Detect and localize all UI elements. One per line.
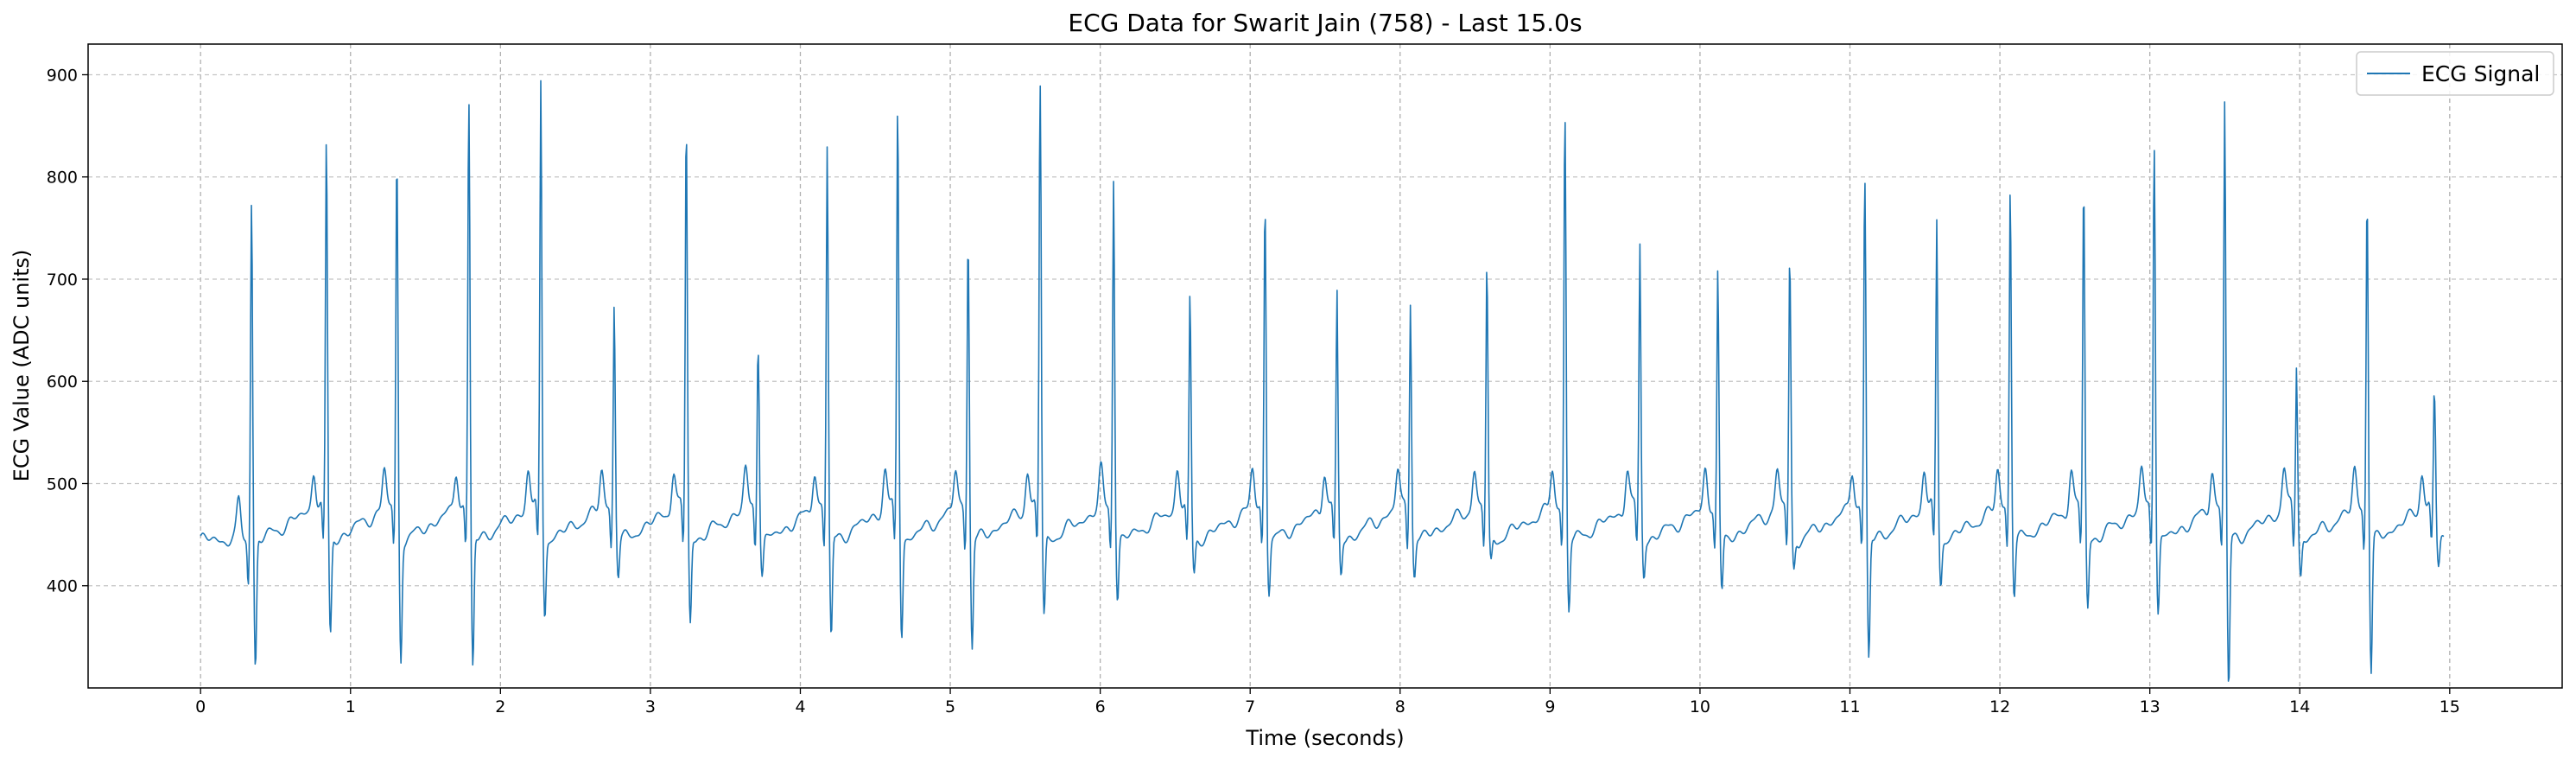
x-tick-label: 12 [1989,697,2010,716]
x-tick-label: 13 [2140,697,2160,716]
y-tick-label: 600 [47,372,78,392]
y-tick-label: 500 [47,474,78,493]
chart-title: ECG Data for Swarit Jain (758) - Last 15… [1068,9,1582,37]
y-tick-label: 900 [47,66,78,85]
x-tick-label: 5 [945,697,955,716]
legend: ECG Signal [2356,51,2554,96]
x-tick-label: 1 [346,697,356,716]
y-tick-label: 400 [47,577,78,596]
x-tick-label: 9 [1545,697,1555,716]
ecg-signal-line [200,80,2445,682]
axes-frame [87,43,2563,689]
x-tick-label: 11 [1839,697,1860,716]
x-tick-label: 14 [2289,697,2310,716]
x-tick-label: 3 [645,697,656,716]
x-tick-label: 8 [1395,697,1405,716]
y-axis-title: ECG Value (ADC units) [10,250,34,482]
x-tick-label: 6 [1095,697,1106,716]
plot-area [200,80,2445,682]
y-tick-label: 800 [47,169,78,188]
x-axis-title: Time (seconds) [1245,726,1404,750]
legend-label: ECG Signal [2421,61,2540,86]
legend-box [2356,51,2554,96]
x-tick-label: 15 [2440,697,2460,716]
x-tick-label: 2 [495,697,505,716]
x-axis-ticks: 0 1 2 3 4 5 6 7 8 9 10 11 12 13 14 15 [195,688,2460,716]
x-tick-label: 7 [1245,697,1255,716]
grid-lines [88,44,2562,688]
y-tick-label: 700 [47,271,78,290]
x-tick-label: 4 [795,697,805,716]
y-axis-ticks: 400 500 600 700 800 900 [47,66,88,596]
x-tick-label: 0 [195,697,206,716]
x-tick-label: 10 [1690,697,1710,716]
